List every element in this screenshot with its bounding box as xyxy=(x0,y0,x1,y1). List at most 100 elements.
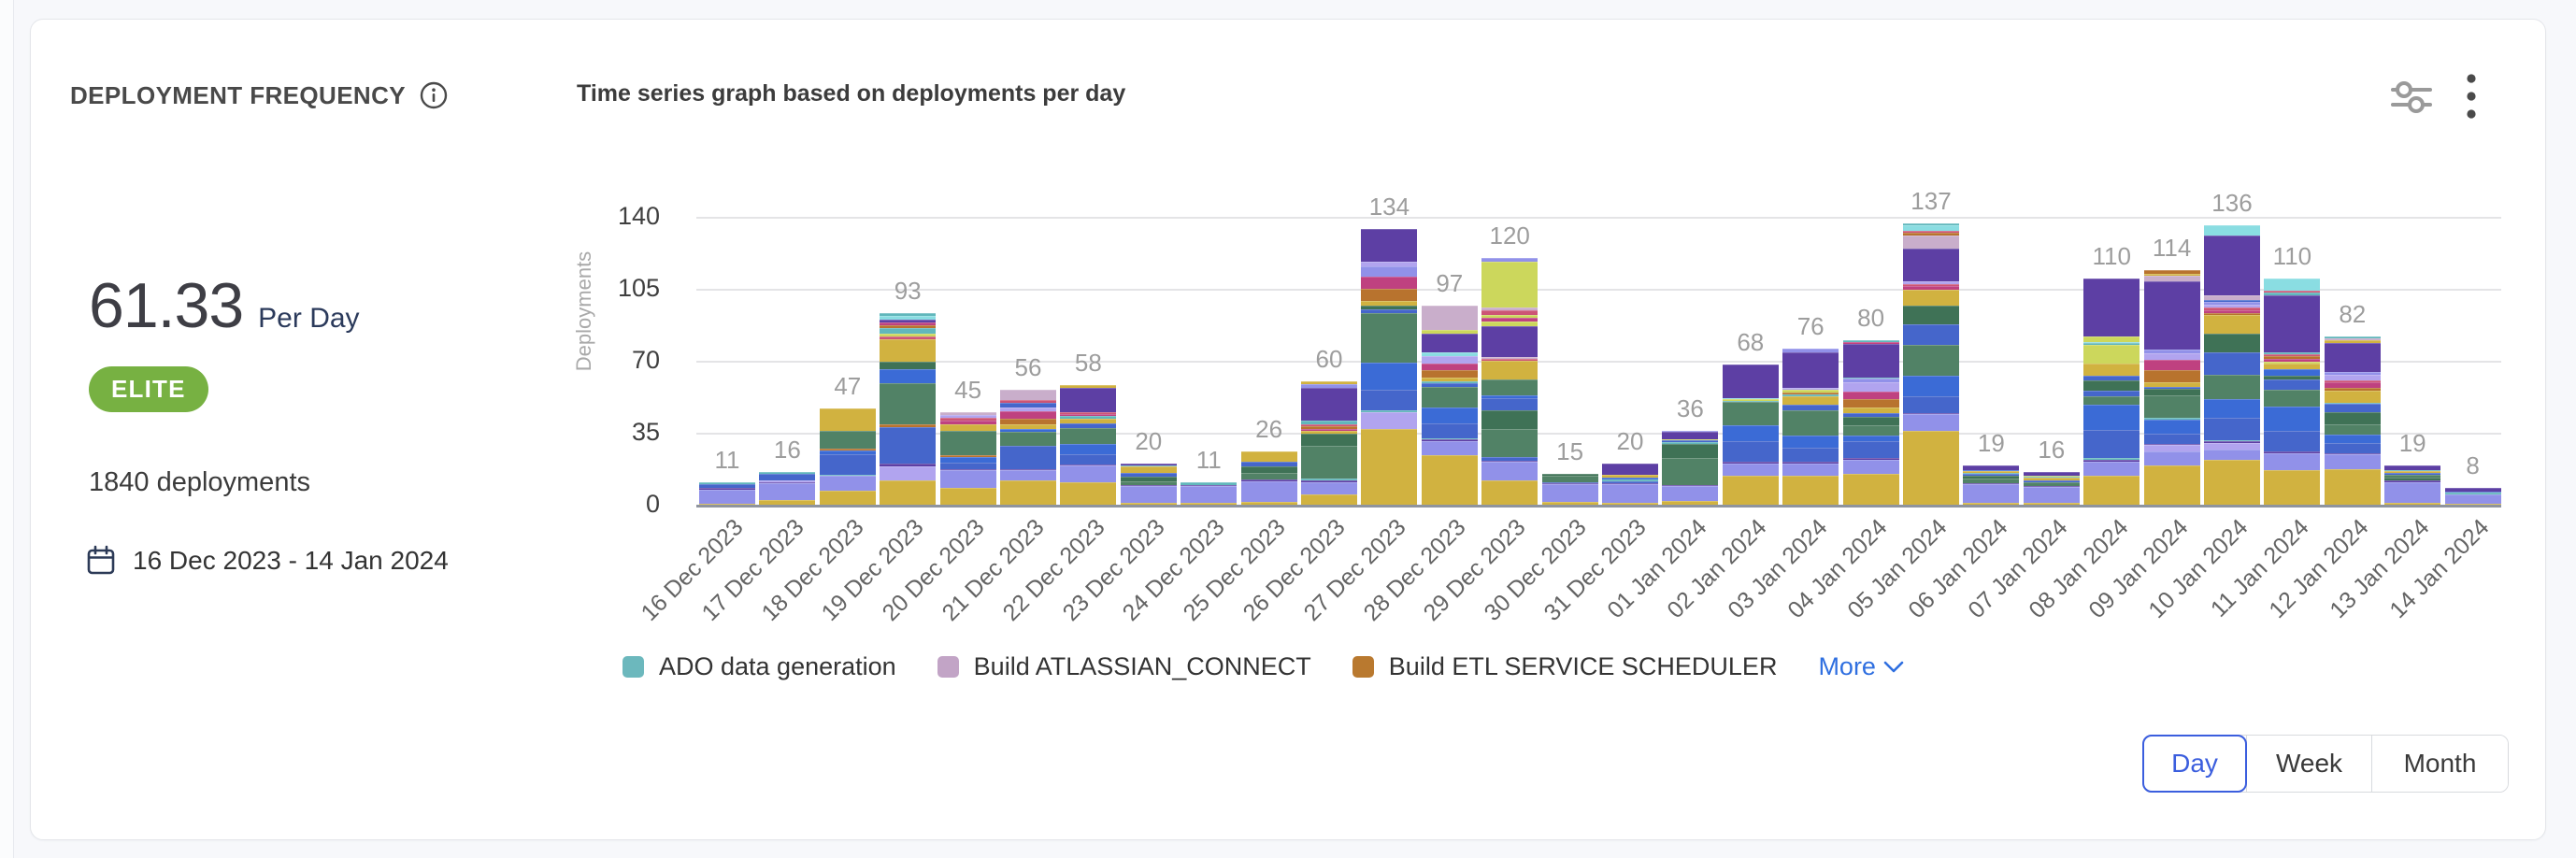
bar-segment xyxy=(1060,427,1117,445)
total-deployments: 1840 deployments xyxy=(89,467,310,497)
bar-19-Dec-2023[interactable]: 93 xyxy=(880,277,937,505)
bar-segment xyxy=(1541,483,1598,502)
bar-segment xyxy=(939,457,996,463)
toggle-day-button[interactable]: Day xyxy=(2142,735,2247,793)
bar-21-Dec-2023[interactable]: 56 xyxy=(1000,353,1056,506)
bar-segment xyxy=(1903,232,1959,236)
toggle-month-button[interactable]: Month xyxy=(2371,736,2508,792)
bar-segment xyxy=(1782,393,1839,395)
bar-segment xyxy=(939,468,996,470)
bar-11-Jan-2024[interactable]: 110 xyxy=(2264,242,2321,506)
bar-12-Jan-2024[interactable]: 82 xyxy=(2324,300,2381,505)
gridline-70 xyxy=(696,361,2501,363)
legend-item: Build ATLASSIAN_CONNECT xyxy=(937,652,1311,681)
bar-26-Dec-2023[interactable]: 60 xyxy=(1301,345,1357,506)
bar-24-Dec-2023[interactable]: 11 xyxy=(1181,446,1238,506)
bar-segment xyxy=(2324,382,2381,388)
bar-segment xyxy=(1722,464,1779,477)
legend-label: Build ATLASSIAN_CONNECT xyxy=(973,652,1311,680)
bar-segment xyxy=(2143,349,2200,354)
kebab-menu-icon[interactable] xyxy=(2458,71,2484,122)
bar-13-Jan-2024[interactable]: 19 xyxy=(2384,429,2441,505)
bar-segment xyxy=(2384,469,2441,471)
gridline-105 xyxy=(696,289,2501,291)
bar-segment xyxy=(1361,305,1418,310)
bar-segment xyxy=(1722,476,1779,506)
bar-segment xyxy=(1181,484,1238,487)
bar-segment xyxy=(2143,389,2200,395)
bar-25-Dec-2023[interactable]: 26 xyxy=(1240,415,1297,505)
bar-18-Dec-2023[interactable]: 47 xyxy=(819,372,876,506)
bar-segment xyxy=(1903,414,1959,431)
bar-value-label: 19 xyxy=(1977,429,2005,458)
bar-segment xyxy=(1301,426,1357,429)
bar-segment xyxy=(2204,440,2260,442)
bar-05-Jan-2024[interactable]: 137 xyxy=(1903,187,1959,505)
bar-segment xyxy=(2083,343,2140,346)
bar-segment xyxy=(1361,313,1418,364)
bar-segment xyxy=(1481,409,1538,429)
bar-value-label: 82 xyxy=(2339,299,2367,328)
filter-sliders-icon[interactable] xyxy=(2389,75,2434,120)
bar-segment xyxy=(2083,345,2140,365)
bar-segment xyxy=(1842,417,1899,425)
bar-31-Dec-2023[interactable]: 20 xyxy=(1602,427,1658,505)
bar-segment xyxy=(1301,480,1357,482)
bar-segment xyxy=(2264,451,2321,454)
bar-22-Dec-2023[interactable]: 58 xyxy=(1060,349,1117,506)
bar-04-Jan-2024[interactable]: 80 xyxy=(1842,304,1899,506)
bar-segment xyxy=(2324,453,2381,455)
bar-segment xyxy=(1240,473,1297,479)
bar-segment xyxy=(939,424,996,431)
bar-segment xyxy=(939,455,996,458)
bar-17-Dec-2023[interactable]: 16 xyxy=(759,436,816,505)
bar-segment xyxy=(1301,381,1357,385)
bar-segment xyxy=(1782,462,1839,465)
bar-segment xyxy=(2204,312,2260,316)
bar-08-Jan-2024[interactable]: 110 xyxy=(2083,242,2140,505)
bar-07-Jan-2024[interactable]: 16 xyxy=(2023,436,2080,505)
bar-segment xyxy=(699,484,755,489)
bar-value-label: 47 xyxy=(834,371,862,400)
page-title: DEPLOYMENT FREQUENCY xyxy=(70,80,407,109)
bar-segment xyxy=(1903,324,1959,346)
bar-segment xyxy=(1000,428,1056,432)
bar-30-Dec-2023[interactable]: 15 xyxy=(1541,437,1598,505)
bar-value-label: 26 xyxy=(1255,414,1283,443)
legend-swatch xyxy=(1352,656,1374,678)
bar-segment xyxy=(1060,414,1117,417)
bar-segment xyxy=(2264,352,2321,354)
bar-27-Dec-2023[interactable]: 134 xyxy=(1361,193,1418,506)
bar-segment xyxy=(1782,404,1839,411)
bar-value-label: 76 xyxy=(1796,311,1825,340)
bar-03-Jan-2024[interactable]: 76 xyxy=(1782,312,1839,506)
bar-segment xyxy=(1481,461,1538,480)
bar-16-Dec-2023[interactable]: 11 xyxy=(699,446,755,505)
bar-10-Jan-2024[interactable]: 136 xyxy=(2204,189,2260,505)
bar-segment xyxy=(1662,441,1719,444)
bar-value-label: 19 xyxy=(2398,429,2426,458)
bar-01-Jan-2024[interactable]: 36 xyxy=(1662,394,1719,505)
bar-segment xyxy=(880,319,937,323)
bar-28-Dec-2023[interactable]: 97 xyxy=(1421,269,1478,506)
bar-segment xyxy=(2023,478,2080,480)
bar-segment xyxy=(1722,397,1779,399)
deployment-rate-unit: Per Day xyxy=(258,303,360,334)
legend-more-link[interactable]: More xyxy=(1818,652,1904,681)
bar-segment xyxy=(1903,249,1959,282)
bar-segment xyxy=(1842,379,1899,382)
bar-02-Jan-2024[interactable]: 68 xyxy=(1722,328,1779,506)
bar-segment xyxy=(2204,307,2260,310)
bar-segment xyxy=(2264,279,2321,292)
bar-06-Jan-2024[interactable]: 19 xyxy=(1963,429,2020,505)
bar-23-Dec-2023[interactable]: 20 xyxy=(1120,427,1177,505)
bar-29-Dec-2023[interactable]: 120 xyxy=(1481,222,1538,506)
toggle-week-button[interactable]: Week xyxy=(2246,736,2371,792)
bar-14-Jan-2024[interactable]: 8 xyxy=(2444,451,2501,505)
bar-segment xyxy=(1481,457,1538,461)
bar-segment xyxy=(2384,481,2441,503)
bar-segment xyxy=(1963,465,2020,470)
info-icon[interactable] xyxy=(419,80,449,110)
bar-09-Jan-2024[interactable]: 114 xyxy=(2143,234,2200,505)
bar-20-Dec-2023[interactable]: 45 xyxy=(939,376,996,505)
